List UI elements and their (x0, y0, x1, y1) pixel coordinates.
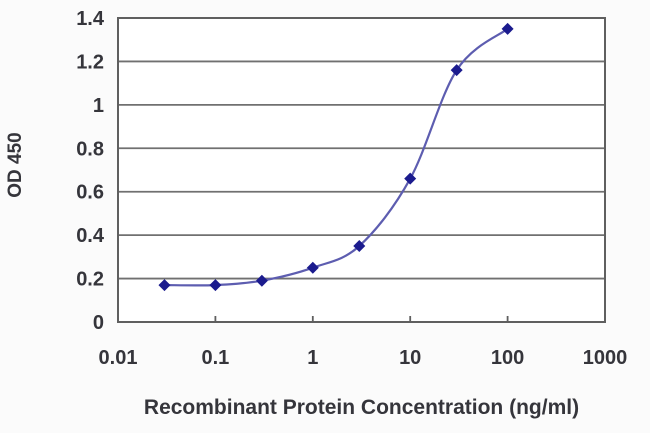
plot-area (118, 18, 605, 322)
grid-layer (118, 60, 605, 280)
y-tick-label: 0.8 (76, 138, 104, 160)
x-tick-label: 10 (399, 347, 421, 369)
x-tick-label: 1000 (583, 347, 628, 369)
plot-border (117, 17, 606, 323)
y-tick-label: 0 (93, 312, 104, 334)
series-layer (158, 22, 514, 292)
data-point-marker (450, 64, 463, 77)
data-point-marker (404, 172, 417, 185)
x-tick-label: 0.01 (99, 347, 138, 369)
x-tick-label: 1 (307, 347, 318, 369)
y-tick-label: 1 (93, 95, 104, 117)
x-tick-label: 100 (491, 347, 524, 369)
data-point-marker (501, 22, 514, 35)
y-tick-label: 0.4 (76, 225, 105, 247)
data-point-marker (353, 240, 366, 252)
data-point-marker (209, 279, 222, 292)
axes-layer: 0.01 0.1 1 10 100 1000 0 0.2 0.4 0.6 0.8 1 1.2 1.4 (76, 8, 627, 369)
y-tick-label: 1.4 (76, 8, 105, 30)
data-point-marker (306, 261, 319, 274)
data-point-marker (255, 274, 268, 287)
y-tick-label: 0.6 (76, 182, 104, 204)
series-curve (163, 27, 509, 287)
data-point-marker (158, 279, 171, 292)
plot-background-layer (118, 18, 605, 322)
x-axis-title: Recombinant Protein Concentration (ng/ml… (144, 396, 579, 419)
y-axis-title: OD 450 (5, 132, 26, 197)
x-tick-label: 0.1 (201, 347, 229, 369)
y-tick-label: 1.2 (76, 51, 104, 73)
y-tick-label: 0.2 (76, 269, 104, 291)
